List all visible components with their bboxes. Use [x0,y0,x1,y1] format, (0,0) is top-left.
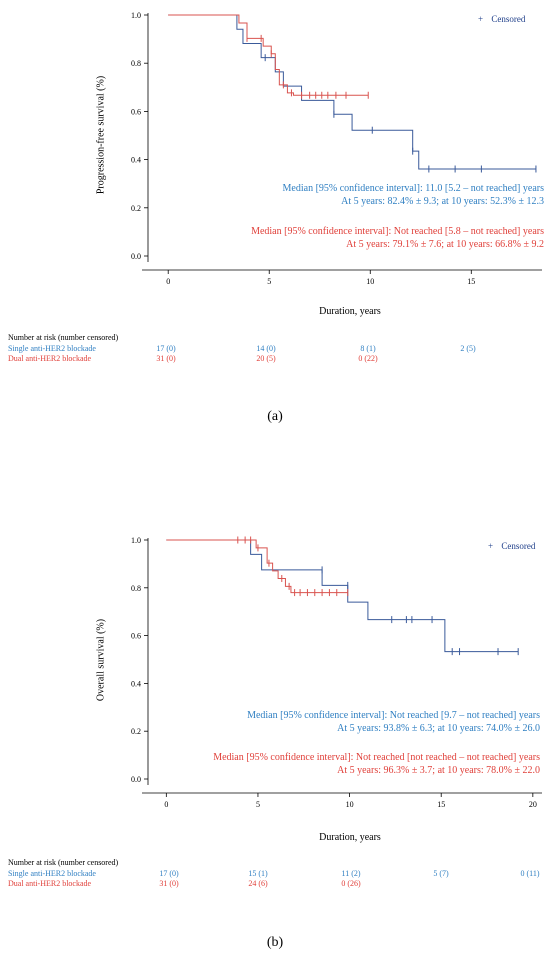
annotation-line: At 5 years: 82.4% ± 9.3; at 10 years: 52… [341,196,544,207]
y-tick-label: 0.0 [131,252,141,261]
risk-value: 31 (0) [159,879,179,888]
annotation-line: Median [95% confidence interval]: Not re… [247,710,540,721]
annotation-dual: Median [95% confidence interval]: Not re… [251,225,544,251]
panel-b: 0.0 0.2 0.4 0.6 0.8 1.0 0 5 10 15 20 Overall survi… [0,478,550,957]
series-line-single [168,14,536,170]
y-tick-label: 0.0 [131,775,141,784]
legend-label: Censored [491,14,526,24]
censored-marker-icon: + [478,14,484,24]
x-tick-label: 5 [256,800,260,809]
x-tick-label: 0 [164,800,168,809]
x-tick-label: 20 [529,800,537,809]
y-axis-label: Overall survival (%) [95,618,107,702]
pfs-chart: 0.0 0.2 0.4 0.6 0.8 1.0 0 5 10 15 [131,11,542,286]
annotation-dual: Median [95% confidence interval]: Not re… [213,751,540,777]
y-tick-label: 0.2 [131,727,141,736]
risk-value: 17 (0) [156,344,176,353]
x-tick-label: 15 [467,277,475,286]
risk-value: 15 (1) [248,869,268,878]
panel-a: 0.0 0.2 0.4 0.6 0.8 1.0 0 5 10 15 Progression-fre… [0,0,550,478]
x-tick-label: 10 [366,277,374,286]
risk-row-label-single: Single anti-HER2 blockade [8,344,96,353]
x-tick-label: 5 [267,277,271,286]
y-axis-label: Progression-free survival (%) [95,75,107,195]
risk-value: 31 (0) [156,354,176,363]
risk-row-label-dual: Dual anti-HER2 blockade [8,879,92,888]
legend-label: Censored [501,541,536,551]
risk-row-label-dual: Dual anti-HER2 blockade [8,354,92,363]
series-line-dual [166,539,348,594]
y-tick-label: 0.6 [131,107,141,116]
risk-value: 11 (2) [341,869,361,878]
risk-value: 24 (6) [248,879,268,888]
series-line-single [166,539,519,653]
risk-value: 0 (22) [358,354,378,363]
x-tick-label: 0 [166,277,170,286]
annotation-line: Median [95% confidence interval]: 11.0 [… [282,183,544,194]
annotation-line: At 5 years: 93.8% ± 6.3; at 10 years: 74… [337,723,540,734]
risk-value: 0 (11) [520,869,540,878]
risk-value: 5 (7) [433,869,449,878]
y-tick-label: 0.6 [131,632,141,641]
annotation-line: At 5 years: 96.3% ± 3.7; at 10 years: 78… [337,765,540,776]
x-tick-label: 10 [346,800,354,809]
y-tick-label: 0.4 [131,156,141,165]
legend: + Censored [488,541,535,551]
axes: 0.0 0.2 0.4 0.6 0.8 1.0 0 5 10 15 [131,11,542,286]
os-chart: 0.0 0.2 0.4 0.6 0.8 1.0 0 5 10 15 20 [131,536,542,809]
y-tick-label: 0.4 [131,679,141,688]
y-tick-label: 1.0 [131,11,141,20]
risk-row-label-single: Single anti-HER2 blockade [8,869,96,878]
risk-value: 2 (5) [460,344,476,353]
risk-value: 20 (5) [256,354,276,363]
x-axis-label: Duration, years [319,832,381,843]
series-line-dual [168,14,369,96]
y-tick-label: 0.8 [131,584,141,593]
risk-value: 17 (0) [159,869,179,878]
annotation-single: Median [95% confidence interval]: Not re… [247,709,540,735]
annotation-line: Median [95% confidence interval]: Not re… [213,752,540,763]
axes: 0.0 0.2 0.4 0.6 0.8 1.0 0 5 10 15 20 [131,536,542,809]
annotation-line: Median [95% confidence interval]: Not re… [251,226,544,237]
risk-value: 8 (1) [360,344,376,353]
panel-label: (a) [267,409,283,424]
y-tick-label: 1.0 [131,536,141,545]
x-tick-label: 15 [437,800,445,809]
annotation-single: Median [95% confidence interval]: 11.0 [… [283,182,544,208]
censored-marker-icon: + [488,541,494,551]
legend: + Censored [478,14,525,24]
y-tick-label: 0.2 [131,204,141,213]
annotation-line: At 5 years: 79.1% ± 7.6; at 10 years: 66… [346,239,544,250]
risk-table-title: Number at risk (number censored) [8,333,119,342]
risk-table-title: Number at risk (number censored) [8,858,119,867]
panel-label: (b) [266,935,284,950]
y-tick-label: 0.8 [131,59,141,68]
risk-value: 14 (0) [256,344,276,353]
risk-value: 0 (26) [341,879,361,888]
x-axis-label: Duration, years [319,306,381,317]
